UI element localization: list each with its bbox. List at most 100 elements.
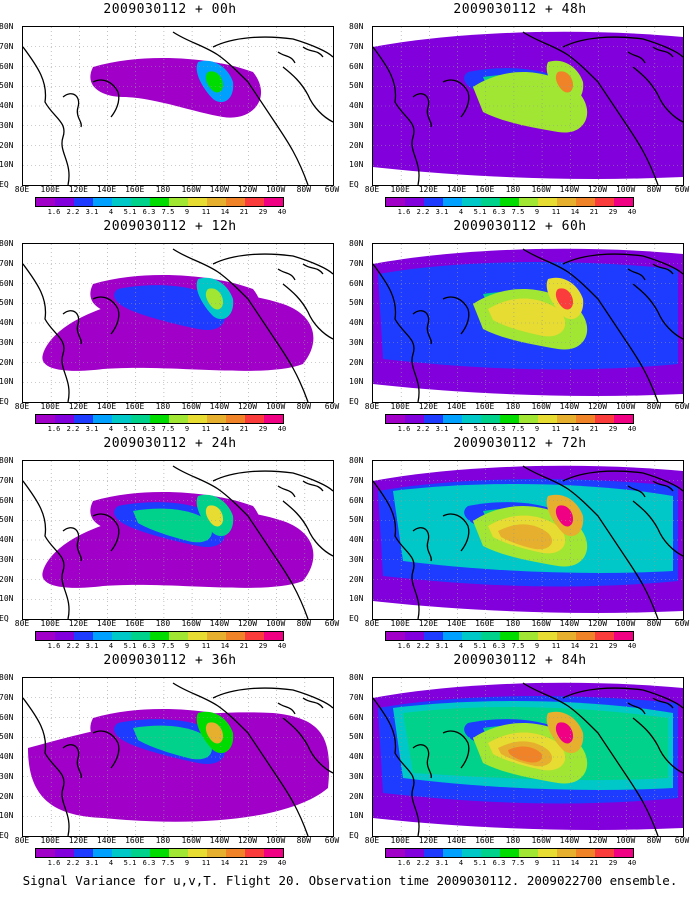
latitude-label: 30N (0, 554, 14, 564)
colorbar-label: 6.3 (142, 642, 156, 650)
latitude-label: EQ (349, 614, 359, 623)
colorbar-label: 5.1 (123, 208, 137, 216)
forecast-panel: 2009030112 + 84h 80N 70N 60N 50N 40N 30N 20N 10N… (349, 651, 690, 867)
longitude-label: 120E (418, 402, 438, 411)
colorbar-label: 1.6 (397, 859, 411, 867)
panel-title: 2009030112 + 00h (103, 2, 237, 17)
colorbar-swatch (245, 849, 264, 857)
latitude-label: 20N (0, 574, 14, 584)
colorbar-label: 9 (184, 208, 190, 216)
colorbar-label: 3.1 (435, 859, 449, 867)
variance-map (372, 677, 684, 837)
latitude-label: 10N (0, 811, 14, 821)
colorbar-label: 1.6 (47, 859, 61, 867)
longitude-label: 120W (237, 836, 258, 845)
colorbar-swatch (538, 849, 557, 857)
longitude-label: 140W (559, 619, 579, 628)
longitude-label: 60W (674, 619, 690, 628)
latitude-label: EQ (349, 180, 359, 189)
longitude-label: 100E (40, 619, 60, 628)
longitude-label: 120W (587, 185, 608, 194)
longitude-label: 120E (418, 836, 438, 845)
longitude-label: 100E (40, 402, 60, 411)
colorbar-label: 14 (570, 425, 580, 433)
colorbar (35, 197, 284, 207)
longitude-label: 140W (209, 185, 229, 194)
colorbar-label: 40 (277, 208, 287, 216)
colorbar-swatch (500, 849, 519, 857)
colorbar-swatch (36, 849, 55, 857)
latitude-label: 60N (0, 61, 14, 71)
colorbar-swatch (405, 849, 424, 857)
colorbar-label: 9 (534, 859, 540, 867)
latitude-label: 70N (349, 258, 364, 268)
latitude-label: 80N (0, 673, 14, 682)
colorbar-swatch (443, 415, 462, 423)
longitude-label: 100E (40, 185, 60, 194)
colorbar-label: 5.1 (123, 425, 137, 433)
colorbar-swatch (500, 198, 519, 206)
longitude-label: 180 (505, 185, 521, 194)
colorbar-label: 40 (627, 642, 637, 650)
forecast-panel: 2009030112 + 24h 80N 70N 60N 50N 40N 30N 20N 10N… (0, 434, 340, 650)
forecast-panel: 2009030112 + 12h 80N 70N 60N 50N 40N 30N 20N 10N… (0, 217, 340, 433)
panel-title: 2009030112 + 12h (103, 219, 237, 234)
colorbar-swatch (557, 632, 576, 640)
colorbar-label: 11 (201, 642, 211, 650)
longitude-label: 140E (446, 836, 467, 845)
colorbar-swatch (538, 632, 557, 640)
longitude-label: 120E (418, 185, 438, 194)
colorbar-label: 21 (239, 425, 249, 433)
colorbar-label: 29 (608, 425, 618, 433)
longitude-label: 140W (209, 619, 229, 628)
colorbar-swatch (595, 415, 614, 423)
colorbar-swatch (93, 849, 112, 857)
latitude-label: 20N (349, 140, 364, 150)
colorbar-label: 1.6 (47, 425, 61, 433)
colorbar-swatch (443, 632, 462, 640)
variance-contour (114, 285, 226, 330)
longitude-label: 100E (390, 836, 410, 845)
colorbar-swatch (55, 849, 74, 857)
colorbar-swatch (169, 849, 188, 857)
latitude-label: 80N (0, 239, 14, 248)
longitude-label: 80E (364, 402, 380, 411)
longitude-label: 120W (587, 619, 608, 628)
colorbar-swatch (424, 632, 443, 640)
colorbar-swatch (386, 415, 405, 423)
variance-map (22, 243, 334, 403)
longitude-label: 160W (531, 619, 551, 628)
colorbar-swatch (405, 198, 424, 206)
latitude-label: 60N (349, 495, 364, 505)
latitude-label: 70N (0, 475, 14, 485)
longitude-label: 160E (475, 185, 495, 194)
colorbar-swatch (538, 415, 557, 423)
variance-contour (42, 291, 314, 371)
colorbar-swatch (424, 198, 443, 206)
forecast-panel: 2009030112 + 36h 80N 70N 60N 50N 40N 30N 20N 10N… (0, 651, 340, 867)
colorbar-label: 5.1 (473, 859, 487, 867)
latitude-label: 50N (349, 732, 364, 742)
longitude-label: 140W (209, 836, 229, 845)
colorbar-label: 29 (258, 425, 268, 433)
variance-contour (555, 505, 573, 527)
colorbar-swatch (405, 632, 424, 640)
longitude-label: 60W (674, 185, 690, 194)
forecast-panel: 2009030112 + 48h 80N 70N 60N 50N 40N 30N 20N 10N… (349, 0, 690, 216)
latitude-label: EQ (349, 397, 359, 406)
colorbar-label: 5.1 (473, 425, 487, 433)
colorbar-label: 40 (627, 425, 637, 433)
longitude-label: 100W (615, 402, 636, 411)
variance-contour (28, 712, 330, 822)
colorbar-label: 2.2 (66, 642, 80, 650)
latitude-label: 70N (349, 475, 364, 485)
colorbar-label: 11 (551, 642, 561, 650)
latitude-label: 30N (349, 771, 364, 781)
longitude-label: 120E (68, 836, 88, 845)
colorbar-label: 11 (201, 425, 211, 433)
colorbar-swatch (481, 415, 500, 423)
longitude-label: 100E (390, 185, 410, 194)
colorbar-swatch (226, 632, 245, 640)
longitude-label: 120W (237, 619, 258, 628)
longitude-label: 140E (96, 836, 117, 845)
